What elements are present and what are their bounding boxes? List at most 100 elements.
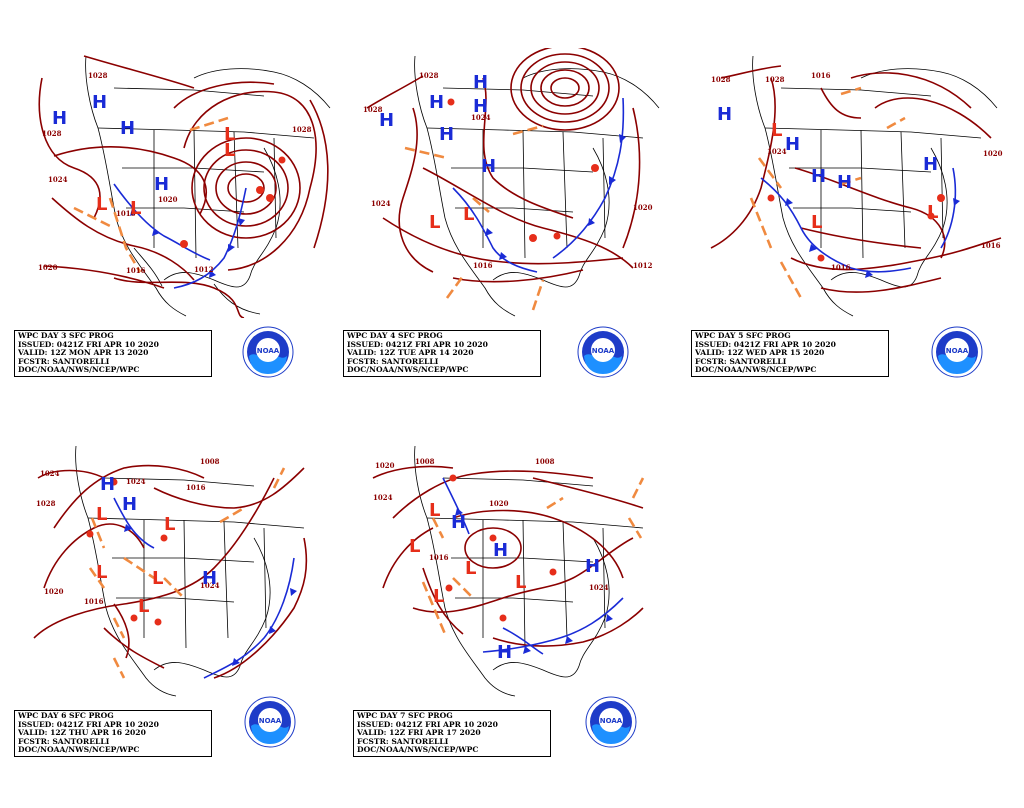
isobar-label: 1008 [415, 457, 435, 466]
isobar-label: 1020 [633, 203, 653, 212]
high-pressure-marker: H [497, 642, 512, 663]
low-pressure-marker: L [96, 504, 107, 525]
isobar-label: 1028 [36, 499, 56, 508]
info-forecaster: FCSTR: SANTORELLI [18, 357, 110, 366]
isobar-label: 1016 [831, 263, 851, 272]
noaa-logo-icon: NOAA [242, 326, 294, 378]
panel-day4: 1028 1028 1024 1024 1016 1020 1012 H H H… [343, 48, 673, 418]
info-agency: DOC/NOAA/NWS/NCEP/WPC [357, 746, 479, 755]
info-issued: ISSUED: 0421Z FRI APR 10 2020 [357, 720, 498, 729]
isobar-label: 1016 [116, 209, 136, 218]
info-issued: ISSUED: 0421Z FRI APR 10 2020 [18, 720, 159, 729]
isobar-label: 1024 [200, 581, 220, 590]
high-pressure-marker: H [493, 540, 508, 561]
low-pressure-marker: L [433, 586, 444, 607]
info-valid: VALID: 12Z WED APR 15 2020 [695, 349, 825, 358]
isobar-label: 1028 [292, 125, 312, 134]
low-pressure-marker: L [429, 500, 440, 521]
info-issued: ISSUED: 0421Z FRI APR 10 2020 [695, 340, 836, 349]
high-pressure-marker: H [585, 556, 600, 577]
low-pressure-marker: L [164, 514, 175, 535]
isobar-label: 1016 [811, 71, 831, 80]
high-pressure-marker: H [473, 96, 488, 117]
info-forecaster: FCSTR: SANTORELLI [695, 357, 787, 366]
isobar-label: 1020 [44, 587, 64, 596]
low-pressure-marker: L [465, 558, 476, 579]
info-forecaster: FCSTR: SANTORELLI [357, 737, 449, 746]
low-pressure-marker: L [771, 120, 782, 141]
low-pressure-marker: L [96, 194, 107, 215]
isobar-label: 1028 [363, 105, 383, 114]
noaa-logo-text: NOAA [259, 717, 282, 725]
info-forecaster: FCSTR: SANTORELLI [18, 737, 110, 746]
high-pressure-marker: H [154, 174, 169, 195]
high-pressure-marker: H [473, 72, 488, 93]
forecast-map: 1028 1028 1024 1016 1016 1012 1020 1020 … [38, 55, 331, 318]
high-pressure-marker: H [120, 118, 135, 139]
isobar-label: 1016 [981, 241, 1001, 250]
high-pressure-marker: H [837, 172, 852, 193]
low-pressure-marker: L [515, 572, 526, 593]
forecast-info-box: WPC DAY 3 SFC PROG ISSUED: 0421Z FRI APR… [14, 330, 212, 377]
isobar-label: 1024 [126, 477, 146, 486]
info-issued: ISSUED: 0421Z FRI APR 10 2020 [18, 340, 159, 349]
panel-day6: 1024 1028 1024 1016 1008 1020 1016 1024 … [14, 438, 344, 808]
isobar-label: 1020 [375, 461, 395, 470]
info-valid: VALID: 12Z TUE APR 14 2020 [347, 349, 474, 358]
panel-day3: 1028 1028 1024 1016 1016 1012 1020 1020 … [14, 48, 344, 418]
isobar-label: 1008 [535, 457, 555, 466]
info-title: WPC DAY 5 SFC PROG [695, 332, 791, 340]
info-forecaster: FCSTR: SANTORELLI [347, 357, 439, 366]
noaa-logo-text: NOAA [592, 347, 615, 355]
info-valid: VALID: 12Z FRI APR 17 2020 [357, 729, 481, 738]
isobar-label: 1024 [471, 113, 491, 122]
high-pressure-marker: H [481, 156, 496, 177]
high-pressure-marker: H [52, 108, 67, 129]
isobar-label: 1024 [589, 583, 609, 592]
high-pressure-marker: H [202, 568, 217, 589]
low-pressure-marker: L [811, 212, 822, 233]
high-pressure-marker: H [451, 512, 466, 533]
isobar-label: 1028 [42, 129, 62, 138]
isobar-label: 1020 [983, 149, 1003, 158]
isobar-label: 1012 [633, 261, 653, 270]
noaa-logo-icon: NOAA [577, 326, 629, 378]
high-pressure-marker: H [122, 494, 137, 515]
info-title: WPC DAY 3 SFC PROG [18, 332, 114, 340]
isobar-label: 1024 [373, 493, 393, 502]
noaa-logo-text: NOAA [257, 347, 280, 355]
forecast-map: 1028 1028 1024 1024 1016 1020 1012 H H H… [363, 48, 660, 317]
high-pressure-marker: H [100, 474, 115, 495]
high-pressure-marker: H [785, 134, 800, 155]
isobar-label: 1028 [711, 75, 731, 84]
low-pressure-marker: L [96, 562, 107, 583]
low-pressure-marker: L [130, 198, 141, 219]
high-pressure-marker: H [379, 110, 394, 131]
isobar-label: 1016 [429, 553, 449, 562]
forecast-map: 1020 1008 1008 1024 1016 1020 1024 H H H… [372, 445, 645, 697]
high-pressure-marker: H [429, 92, 444, 113]
high-pressure-marker: H [923, 154, 938, 175]
info-title: WPC DAY 4 SFC PROG [347, 332, 443, 340]
isobar-label: 1024 [48, 175, 68, 184]
isobar-label: 1008 [200, 457, 220, 466]
noaa-logo-icon: NOAA [931, 326, 983, 378]
isobar-label: 1024 [371, 199, 391, 208]
low-pressure-marker: L [224, 140, 235, 161]
forecast-info-box: WPC DAY 6 SFC PROG ISSUED: 0421Z FRI APR… [14, 710, 212, 757]
isobar-label: 1028 [419, 71, 439, 80]
noaa-logo-icon: NOAA [585, 696, 637, 748]
noaa-logo-text: NOAA [600, 717, 623, 725]
info-title: WPC DAY 7 SFC PROG [357, 712, 453, 720]
panel-day7: 1020 1008 1008 1024 1016 1020 1024 H H H… [353, 438, 683, 808]
noaa-logo-icon: NOAA [244, 696, 296, 748]
info-valid: VALID: 12Z THU APR 16 2020 [18, 729, 146, 738]
low-pressure-marker: L [927, 202, 938, 223]
high-pressure-marker: H [439, 124, 454, 145]
low-pressure-marker: L [429, 212, 440, 233]
forecast-info-box: WPC DAY 5 SFC PROG ISSUED: 0421Z FRI APR… [691, 330, 889, 377]
low-pressure-marker: L [409, 536, 420, 557]
forecast-info-box: WPC DAY 4 SFC PROG ISSUED: 0421Z FRI APR… [343, 330, 541, 377]
high-pressure-marker: H [811, 166, 826, 187]
isobar-label: 1028 [88, 71, 108, 80]
